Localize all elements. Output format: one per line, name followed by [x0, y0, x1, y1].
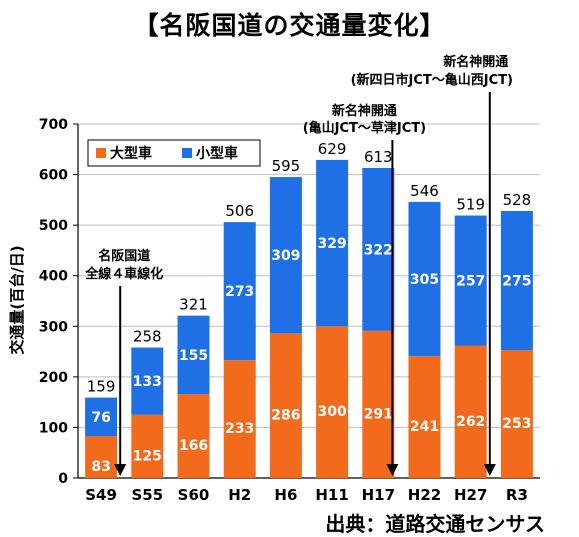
x-tick-label: H17	[362, 486, 395, 504]
legend-swatch	[96, 148, 106, 158]
segment-value-label: 76	[91, 410, 110, 426]
bar-segment	[408, 201, 441, 357]
total-value-label: 258	[133, 328, 162, 346]
bar-segment	[269, 177, 302, 334]
segment-value-label: 241	[410, 419, 439, 435]
bars	[85, 159, 533, 478]
annotation-arrow-head	[114, 464, 127, 476]
bar-segment	[500, 350, 533, 478]
x-tick-label: H11	[315, 486, 348, 504]
annotations: 名阪国道全線４車線化新名神開通(亀山JCT～草津JCT)新名神開通(新四日市JC…	[84, 54, 513, 476]
segment-value-label: 322	[364, 242, 393, 258]
x-tick-label: H22	[408, 486, 441, 504]
bar-segment	[131, 347, 164, 415]
y-tick-label: 500	[39, 218, 68, 234]
y-tick-label: 300	[39, 319, 68, 335]
bar-segment	[500, 210, 533, 351]
y-tick-label: 0	[58, 471, 68, 487]
segment-value-label: 329	[317, 236, 346, 252]
total-value-label: 613	[364, 148, 393, 166]
segment-value-label: 273	[225, 284, 254, 300]
y-tick-label: 700	[39, 117, 68, 133]
segment-value-label: 275	[502, 274, 531, 290]
annotation-text: 新名神開通	[443, 54, 508, 70]
bar-segment	[362, 167, 395, 331]
legend-swatch	[182, 148, 192, 158]
segment-value-label: 133	[133, 374, 162, 390]
segment-value-label: 253	[502, 416, 531, 432]
bar-segment	[454, 345, 487, 478]
x-tick-label: H27	[454, 486, 487, 504]
y-tick-label: 200	[39, 370, 68, 386]
annotation-text: 新名神開通	[332, 103, 397, 119]
bar-segment	[362, 330, 395, 478]
legend: 大型車 小型車	[87, 139, 261, 167]
segment-value-label: 125	[133, 448, 162, 464]
segment-value-label: 305	[410, 272, 439, 288]
axes: 0 100 200 300 400 500 600 700 S49 S55 S60 H2 H6 H11 H1…	[39, 117, 540, 504]
annotation-text: 名阪国道	[98, 248, 150, 264]
total-value-label: 159	[87, 378, 116, 396]
segment-value-label: 155	[179, 348, 208, 364]
y-tick-label: 400	[39, 269, 68, 285]
data-labels: 83 76 159 125 133 258 166 155 321 233 273 506 286 309…	[87, 140, 532, 475]
total-value-label: 595	[272, 157, 301, 175]
segment-value-label: 233	[225, 421, 254, 437]
source-note: 出典：道路交通センサス	[325, 512, 545, 536]
y-tick-label: 100	[39, 420, 68, 436]
total-value-label: 519	[456, 196, 485, 214]
segment-value-label: 83	[91, 459, 110, 475]
x-tick-label: H6	[274, 486, 297, 504]
total-value-label: 321	[179, 296, 208, 314]
annotation-arrow-head	[386, 464, 399, 476]
segment-value-label: 300	[317, 404, 346, 420]
annotation-text: (新四日市JCT～亀山西JCT)	[351, 72, 513, 88]
bar-segment	[177, 315, 210, 395]
bar-segment	[316, 159, 349, 327]
annotation-text: 全線４車線化	[84, 266, 163, 282]
bar-segment	[223, 360, 256, 478]
x-tick-label: S60	[178, 486, 210, 504]
legend-label: 大型車	[110, 145, 152, 162]
bar-segment	[131, 414, 164, 478]
total-value-label: 629	[318, 140, 347, 158]
total-value-label: 528	[503, 191, 532, 209]
y-axis-label: 交通量(百台/日)	[8, 245, 26, 354]
chart-title: 【名阪国道の交通量変化】	[133, 11, 446, 40]
legend-box	[87, 139, 261, 167]
bar-segment	[454, 215, 487, 346]
bar-segment	[177, 394, 210, 478]
total-value-label: 506	[225, 202, 254, 220]
annotation-arrow-head	[483, 464, 496, 476]
x-tick-label: H2	[228, 486, 251, 504]
annotation-text: (亀山JCT～草津JCT)	[303, 120, 426, 136]
y-tick-label: 600	[39, 168, 68, 184]
segment-value-label: 262	[456, 414, 485, 430]
segment-value-label: 166	[179, 438, 208, 454]
bar-segment	[85, 397, 118, 437]
bar-segment	[408, 356, 441, 478]
legend-label: 小型車	[196, 145, 238, 162]
segment-value-label: 257	[456, 274, 485, 290]
x-tick-label: S55	[131, 486, 163, 504]
bar-segment	[85, 436, 118, 478]
bar-segment	[223, 222, 256, 361]
segment-value-label: 291	[364, 406, 393, 422]
x-tick-label: R3	[506, 486, 528, 504]
segment-value-label: 286	[271, 408, 300, 424]
bar-segment	[269, 333, 302, 478]
bar-segment	[316, 326, 349, 478]
segment-value-label: 309	[271, 248, 300, 264]
x-tick-label: S49	[85, 486, 117, 504]
total-value-label: 546	[410, 182, 439, 200]
